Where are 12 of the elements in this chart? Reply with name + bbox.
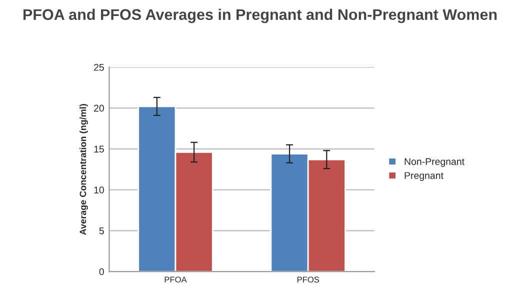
y-tick-label: 25 xyxy=(94,64,104,71)
y-tick-label: 20 xyxy=(94,104,104,112)
y-tick-label: 0 xyxy=(99,268,104,276)
x-tick-label: PFOA xyxy=(164,276,187,283)
y-tick-label: 10 xyxy=(94,186,104,194)
x-tick-label: PFOS xyxy=(297,276,320,283)
y-tick-label: 5 xyxy=(99,228,104,234)
y-tick-label: 15 xyxy=(94,146,104,153)
y-axis-title: Average Concentration (ng/ml) xyxy=(80,104,88,235)
legend-label: Pregnant xyxy=(404,172,444,181)
chart-title: PFOA and PFOS Averages in Pregnant and Non-Pregnant Women xyxy=(23,8,497,24)
legend-label: Non-Pregnant xyxy=(404,158,464,167)
